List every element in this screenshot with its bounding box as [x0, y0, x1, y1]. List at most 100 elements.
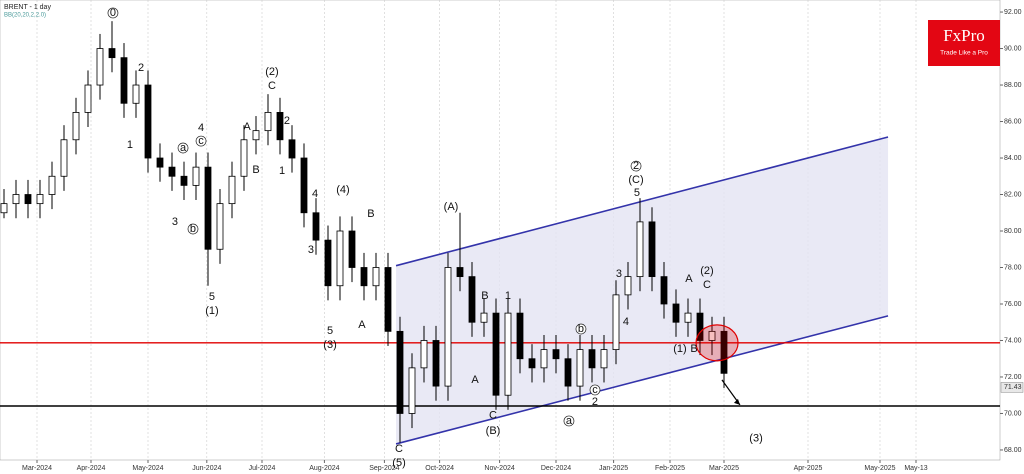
- wave-label: 1: [505, 290, 511, 302]
- candle-body: [0, 203, 8, 214]
- candle-body: [156, 157, 164, 168]
- x-tick-label: Nov-2024: [484, 465, 514, 472]
- candle-body: [252, 130, 260, 141]
- y-tick-label: 72.00: [1004, 374, 1022, 381]
- wave-label: 2: [592, 396, 598, 408]
- wave-label: 3: [308, 244, 314, 256]
- candle-body: [348, 230, 356, 268]
- wave-label: C: [489, 410, 497, 422]
- candle-body: [132, 84, 140, 104]
- candle-body: [660, 276, 668, 305]
- x-tick-label: Aug-2024: [309, 465, 339, 472]
- wave-label: c: [592, 384, 598, 396]
- wave-label: B: [252, 164, 259, 176]
- candle-body: [516, 312, 524, 360]
- wave-label: A: [471, 374, 479, 386]
- candle-body: [384, 267, 392, 332]
- wave-label: (B): [486, 425, 501, 437]
- wave-label: c: [198, 135, 204, 147]
- y-tick-label: 76.00: [1004, 301, 1022, 308]
- y-tick-label: 92.00: [1004, 9, 1022, 16]
- candle-body: [600, 349, 608, 369]
- y-tick-label: 84.00: [1004, 155, 1022, 162]
- candle-body: [36, 194, 44, 205]
- wave-label: a: [566, 415, 573, 427]
- x-tick-label: May-13: [904, 465, 927, 472]
- x-tick-label: Mar-2024: [22, 465, 52, 472]
- candle-body: [228, 175, 236, 205]
- x-tick-label: Apr-2024: [77, 465, 106, 472]
- x-tick-label: Jan-2025: [599, 465, 628, 472]
- candle-body: [60, 139, 68, 177]
- wave-label: (1): [673, 343, 686, 355]
- arrow-head: [733, 398, 740, 405]
- wave-label: 4: [198, 122, 204, 134]
- wave-label: b: [190, 223, 196, 235]
- channel-line: [395, 315, 889, 445]
- wave-circle: [177, 142, 189, 154]
- candle-body: [696, 312, 704, 341]
- candle-body: [480, 312, 488, 323]
- wave-label: B: [481, 290, 488, 302]
- wave-label: (5): [392, 457, 405, 469]
- wave-label: 3: [616, 268, 622, 280]
- x-tick-label: Jul-2024: [249, 465, 276, 472]
- candle-body: [240, 139, 248, 177]
- x-tick-label: Apr-2025: [794, 465, 823, 472]
- candle-body: [420, 340, 428, 369]
- candle-body: [612, 294, 620, 351]
- candle-body: [672, 303, 680, 323]
- candle-body: [528, 358, 536, 369]
- candle-body: [360, 267, 368, 287]
- candle-body: [288, 139, 296, 159]
- wave-label: (4): [336, 184, 349, 196]
- wave-label: 4: [623, 316, 629, 328]
- candle-body: [48, 175, 56, 195]
- wave-label: 5: [634, 187, 640, 199]
- candle-body: [216, 203, 224, 250]
- logo-tagline: Trade Like a Pro: [940, 50, 988, 57]
- channel-line: [395, 136, 889, 267]
- wave-label: (3): [749, 433, 762, 445]
- candle-body: [444, 267, 452, 387]
- last-price-box: [1000, 382, 1024, 393]
- wave-label: A: [358, 319, 366, 331]
- candle-body: [204, 166, 212, 250]
- wave-label: C: [268, 80, 276, 92]
- wave-label: 1: [127, 139, 133, 151]
- candle-body: [192, 166, 200, 186]
- candle-body: [492, 312, 500, 396]
- logo-box: [928, 20, 1000, 66]
- y-tick-label: 70.00: [1004, 410, 1022, 417]
- chart-title: BRENT - 1 day: [4, 4, 51, 11]
- candle-body: [264, 111, 272, 132]
- candle-body: [684, 312, 692, 323]
- wave-label: (C): [628, 174, 643, 186]
- candle-body: [564, 358, 572, 387]
- wave-label: b: [578, 323, 584, 335]
- candle-body: [456, 267, 464, 278]
- wave-circle: [589, 384, 601, 396]
- candle-body: [276, 111, 284, 141]
- x-tick-label: May-2024: [132, 465, 163, 472]
- y-tick-label: 68.00: [1004, 447, 1022, 454]
- candle-body: [108, 48, 116, 59]
- y-tick-label: 74.00: [1004, 337, 1022, 344]
- candle-body: [324, 239, 332, 287]
- wave-label: 5: [327, 325, 333, 337]
- candle-body: [576, 349, 584, 387]
- candle-body: [84, 84, 92, 113]
- candle-body: [24, 194, 32, 205]
- wave-label: a: [180, 142, 187, 154]
- wave-circle: [575, 323, 587, 335]
- last-price-label: 71.43: [1004, 384, 1022, 391]
- candle-body: [96, 48, 104, 86]
- x-tick-label: Mar-2025: [709, 465, 739, 472]
- indicator-label: BB(20,20,2,2.0): [4, 13, 46, 19]
- wave-label: (3): [323, 339, 336, 351]
- candle-body: [396, 330, 404, 414]
- wave-label: A: [243, 121, 251, 133]
- logo-brand: FxPro: [943, 26, 985, 45]
- wave-circle: [107, 7, 119, 19]
